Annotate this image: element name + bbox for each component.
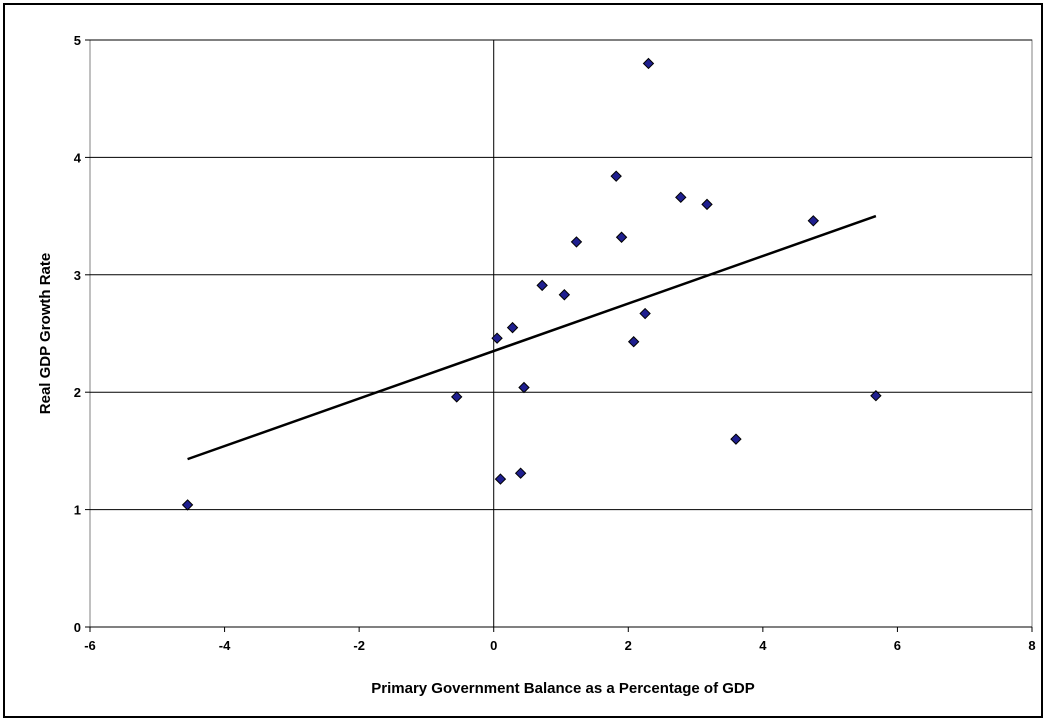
- x-tick-label: 0: [490, 638, 497, 653]
- data-point: [570, 236, 583, 248]
- chart-frame: [3, 3, 1043, 718]
- data-point: [506, 321, 519, 334]
- data-point: [642, 57, 655, 70]
- y-tick-label: 0: [74, 620, 81, 635]
- data-point: [870, 390, 882, 402]
- y-tick-label: 3: [74, 268, 81, 283]
- y-tick-label: 2: [74, 385, 81, 400]
- plot-area: [89, 39, 1033, 628]
- x-axis-title: Primary Government Balance as a Percenta…: [371, 680, 755, 697]
- x-tick-label: -6: [84, 638, 96, 653]
- data-point: [701, 198, 713, 211]
- data-point: [615, 231, 628, 243]
- data-point: [627, 336, 640, 348]
- data-point: [514, 467, 527, 479]
- x-tick-label: 2: [625, 638, 632, 653]
- x-tick-label: 4: [759, 638, 767, 653]
- y-tick-label: 4: [74, 150, 82, 165]
- y-tick-label: 5: [74, 33, 81, 48]
- y-axis-title: Real GDP Growth Rate: [37, 253, 54, 414]
- trendline: [187, 214, 877, 461]
- data-point: [610, 170, 622, 182]
- data-point: [494, 473, 507, 485]
- data-point: [675, 191, 687, 204]
- data-point: [518, 381, 530, 394]
- x-tick-label: 8: [1028, 638, 1035, 653]
- data-point: [536, 279, 548, 292]
- data-point: [491, 332, 503, 344]
- x-tick-label: -2: [353, 638, 365, 653]
- data-point: [639, 307, 651, 320]
- x-tick-label: -4: [219, 638, 231, 653]
- data-point: [558, 289, 571, 301]
- y-tick-label: 1: [74, 503, 81, 518]
- x-tick-label: 6: [894, 638, 901, 653]
- data-point: [807, 215, 820, 227]
- data-point: [730, 433, 742, 445]
- data-point: [451, 391, 463, 403]
- data-point: [181, 499, 194, 511]
